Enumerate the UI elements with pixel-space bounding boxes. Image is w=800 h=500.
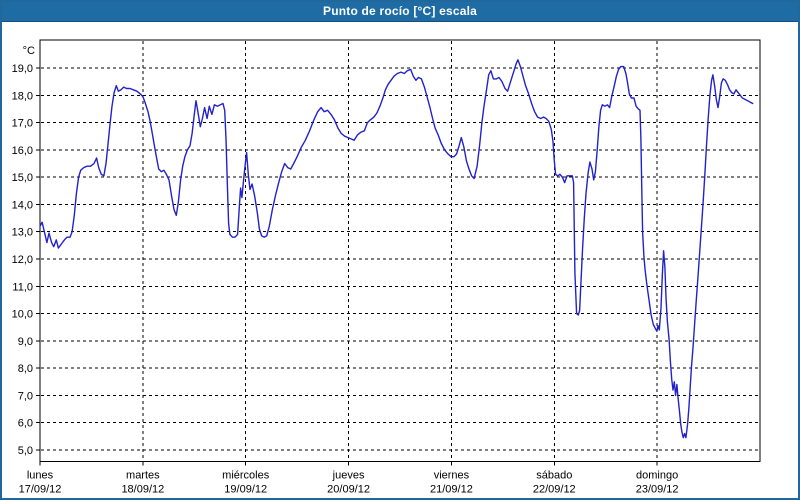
day-label: domingo [636,470,678,482]
dewpoint-line [39,59,754,439]
window-title: Punto de rocío [°C] escala [322,4,478,18]
date-label: 18/09/12 [121,484,164,496]
plot-border [39,39,761,462]
y-unit-label: °C [23,45,35,57]
day-label: sábado [536,470,572,482]
date-label: 22/09/12 [533,484,576,496]
y-axis-label: 5,0 [18,445,33,457]
day-label: viernes [434,470,470,482]
y-axis-label: 6,0 [18,418,33,430]
y-axis-label: 13,0 [12,227,33,239]
y-axis-label: 9,0 [18,336,33,348]
chart-area: 19,0 18,0 17,0 16,0 15,0 14,0 13,0 12,0 11,0 10,0… [2,22,798,498]
y-axis-label: 12,0 [12,254,33,266]
day-label: miércoles [222,470,270,482]
chart-svg: 19,0 18,0 17,0 16,0 15,0 14,0 13,0 12,0 11,0 10,0… [12,39,761,496]
y-axis-label: 14,0 [12,199,33,211]
date-label: 23/09/12 [636,484,679,496]
y-axis-label: 18,0 [12,90,33,102]
y-axis-label: 10,0 [12,309,33,321]
y-axis-label: 16,0 [12,145,33,157]
day-label: lunes [27,470,54,482]
y-axis-label: 11,0 [12,281,33,293]
title-bar: Punto de rocío [°C] escala [2,2,798,22]
date-label: 19/09/12 [224,484,267,496]
day-label: martes [126,470,160,482]
y-axis-label: 17,0 [12,118,33,130]
y-axis-label: 8,0 [18,363,33,375]
date-label: 20/09/12 [327,484,370,496]
day-label: jueves [332,470,365,482]
date-label: 17/09/12 [19,484,62,496]
date-label: 21/09/12 [430,484,473,496]
y-axis-label: 7,0 [18,390,33,402]
y-axis-label: 19,0 [12,63,33,75]
y-axis-label: 15,0 [12,172,33,184]
